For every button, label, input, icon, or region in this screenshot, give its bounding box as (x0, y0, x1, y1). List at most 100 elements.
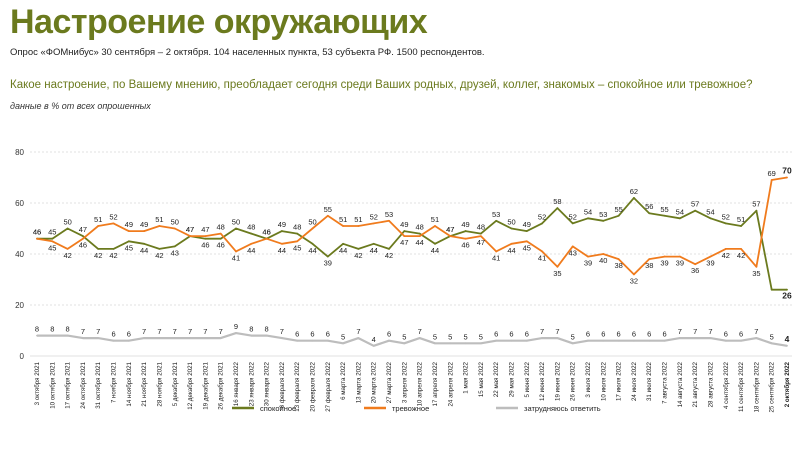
data-label: 44 (278, 246, 286, 255)
data-label: 6 (617, 330, 621, 339)
data-label: 5 (463, 332, 467, 341)
data-point (342, 242, 345, 245)
data-point (372, 242, 375, 245)
data-label: 46 (33, 228, 41, 237)
data-point (556, 337, 559, 340)
data-point (326, 255, 329, 258)
data-point (648, 258, 651, 260)
data-point (525, 230, 528, 232)
x-tick-label: 12 декабря 2021 (187, 361, 194, 409)
data-point (479, 232, 482, 235)
data-label: 7 (678, 327, 682, 336)
data-label: 44 (415, 238, 423, 247)
data-label: 6 (739, 330, 743, 339)
data-label: 6 (662, 330, 666, 339)
data-point (678, 217, 681, 220)
data-label: 6 (509, 330, 513, 339)
data-point (51, 237, 54, 240)
data-label: 49 (461, 220, 469, 229)
data-point (326, 339, 329, 342)
data-point (36, 237, 38, 240)
data-label: 47 (446, 225, 454, 234)
data-point (724, 222, 727, 225)
data-label: 7 (754, 327, 758, 336)
data-label: 51 (431, 215, 439, 224)
x-tick-label: 13 февраля 2022 (294, 361, 301, 411)
data-point (541, 222, 544, 225)
x-tick-label: 30 января 2022 (264, 361, 271, 406)
x-tick-label: 24 июля 2022 (631, 361, 638, 401)
data-label: 49 (400, 220, 408, 229)
data-point (755, 209, 758, 212)
data-label: 51 (339, 215, 347, 224)
data-label: 35 (752, 269, 760, 278)
data-point (770, 288, 773, 291)
x-tick-label: 26 июня 2022 (570, 361, 577, 401)
data-label: 52 (109, 212, 117, 221)
data-label: 7 (142, 327, 146, 336)
x-tick-label: 24 октября 2021 (80, 361, 87, 408)
data-label: 46 (262, 228, 270, 237)
data-point (311, 339, 314, 342)
data-label: 6 (310, 330, 314, 339)
y-tick-label: 60 (15, 199, 24, 208)
x-tick-label: 3 июля 2022 (585, 361, 592, 397)
data-point (434, 225, 436, 227)
data-label: 58 (553, 197, 561, 206)
x-tick-label: 6 февраля 2022 (279, 361, 286, 408)
x-tick-label: 25 сентября 2022 (769, 361, 776, 412)
data-label: 54 (706, 207, 714, 216)
data-point (786, 288, 788, 291)
data-point (311, 227, 314, 230)
data-point (403, 342, 406, 345)
data-label: 39 (324, 259, 332, 268)
data-point (434, 242, 436, 245)
data-point (250, 232, 253, 235)
data-label: 7 (693, 327, 697, 336)
data-point (265, 237, 268, 240)
data-point (648, 339, 651, 342)
data-label: 70 (782, 166, 792, 176)
data-point (571, 342, 574, 345)
series-line (37, 332, 788, 347)
x-tick-label: 13 марта 2022 (355, 361, 362, 403)
data-point (280, 230, 283, 232)
data-label: 35 (553, 269, 561, 278)
data-point (663, 339, 666, 342)
data-point (495, 219, 498, 222)
data-point (571, 222, 574, 225)
data-point (280, 337, 283, 340)
data-label: 52 (538, 212, 546, 221)
data-point (82, 337, 84, 340)
data-point (587, 339, 589, 342)
data-label: 8 (249, 325, 253, 334)
x-tick-label: 21 августа 2022 (692, 361, 699, 407)
data-label: 48 (293, 223, 301, 232)
data-point (617, 258, 620, 260)
data-point (158, 248, 161, 250)
x-tick-label: 15 мая 2022 (478, 361, 485, 397)
data-point (173, 337, 176, 340)
data-label: 48 (477, 223, 485, 232)
data-label: 42 (354, 251, 362, 260)
data-label: 5 (448, 332, 452, 341)
data-point (143, 230, 146, 232)
data-label: 5 (479, 332, 483, 341)
x-tick-label: 27 февраля 2022 (325, 361, 332, 411)
data-label: 9 (234, 322, 238, 331)
data-point (648, 212, 651, 215)
x-tick-label: 4 сентября 2022 (723, 361, 730, 409)
data-point (709, 255, 712, 258)
data-point (510, 339, 513, 342)
x-tick-label: 10 октября 2021 (49, 361, 56, 408)
data-label: 50 (507, 218, 515, 227)
data-label: 44 (370, 246, 378, 255)
data-point (173, 227, 176, 230)
data-label: 49 (125, 220, 133, 229)
data-label: 45 (48, 243, 56, 252)
data-point (66, 334, 69, 337)
legend-label: затрудняюсь ответить (524, 404, 601, 413)
data-point (617, 339, 620, 342)
data-point (755, 337, 758, 340)
